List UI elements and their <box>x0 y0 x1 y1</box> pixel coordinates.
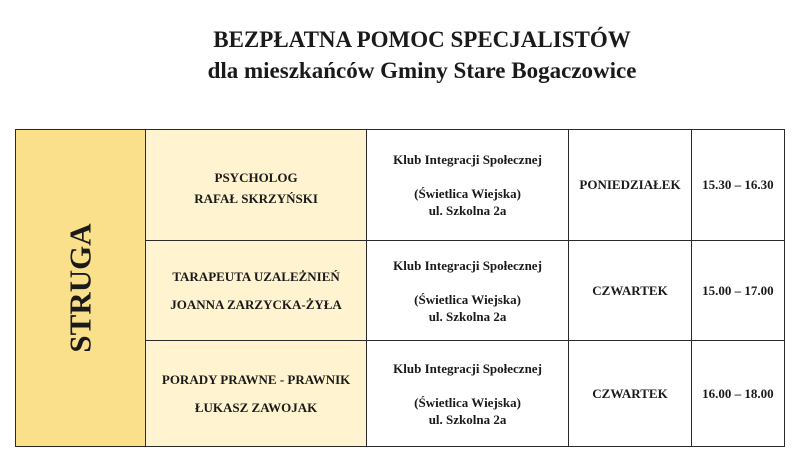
specialty: TARAPEUTA UZALEŻNIEŃ <box>172 268 340 284</box>
address: ul. Szkolna 2a <box>428 411 507 427</box>
address: ul. Szkolna 2a <box>428 308 507 324</box>
person-name: JOANNA ZARZYCKA-ŻYŁA <box>170 296 342 312</box>
hours-cell: 15.00 – 17.00 <box>690 240 786 341</box>
place-name: Klub Integracji Społecznej <box>393 360 542 376</box>
place-name: Klub Integracji Społecznej <box>393 257 542 273</box>
day-cell: CZWARTEK <box>568 340 692 447</box>
hours-cell: 16.00 – 18.00 <box>690 340 786 447</box>
place-name: Klub Integracji Społecznej <box>393 152 542 167</box>
table-row: STRUGA PSYCHOLOG RAFAŁ SKRZYŃSKI Klub Int… <box>14 129 786 447</box>
place-detail: (Świetlica Wiejska) <box>414 291 521 307</box>
table-row: PORADY PRAWNE - PRAWNIK ŁUKASZ ZAWOJAK Kl… <box>16 340 786 447</box>
day-cell: PONIEDZIAŁEK <box>568 129 692 241</box>
person-name: ŁUKASZ ZAWOJAK <box>194 399 318 415</box>
table-row: TARAPEUTA UZALEŻNIEŃ JOANNA ZARZYCKA-ŻYŁA… <box>16 240 786 341</box>
place-cell: Klub Integracji Społecznej (Świetlica Wie… <box>365 129 570 241</box>
specialist-cell: TARAPEUTA UZALEŻNIEŃ JOANNA ZARZYCKA-ŻYŁA <box>145 240 367 341</box>
specialty: PORADY PRAWNE - PRAWNIK <box>161 371 351 387</box>
place-cell: Klub Integracji Społecznej (Świetlica Wie… <box>365 240 570 341</box>
hours-cell: 15.30 – 16.30 <box>690 129 786 241</box>
place-detail: (Świetlica Wiejska) <box>414 186 521 201</box>
page-subtitle: dla mieszkańców Gminy Stare Bogaczowice <box>207 58 637 83</box>
day-cell: CZWARTEK <box>568 240 692 341</box>
specialty: PSYCHOLOG <box>214 170 298 185</box>
place-detail: (Świetlica Wiejska) <box>414 394 521 410</box>
area-label: STRUGA <box>62 223 98 353</box>
address: ul. Szkolna 2a <box>428 203 507 218</box>
person-name: RAFAŁ SKRZYŃSKI <box>194 191 318 206</box>
area-cell: STRUGA <box>14 129 147 447</box>
specialist-cell: PORADY PRAWNE - PRAWNIK ŁUKASZ ZAWOJAK <box>145 340 367 447</box>
place-cell: Klub Integracji Społecznej (Świetlica Wie… <box>365 340 570 447</box>
schedule-table: STRUGA PSYCHOLOG RAFAŁ SKRZYŃSKI Klub Int… <box>14 129 786 447</box>
page-title: BEZPŁATNA POMOC SPECJALISTÓW <box>213 27 631 52</box>
specialist-cell: PSYCHOLOG RAFAŁ SKRZYŃSKI <box>145 129 367 241</box>
